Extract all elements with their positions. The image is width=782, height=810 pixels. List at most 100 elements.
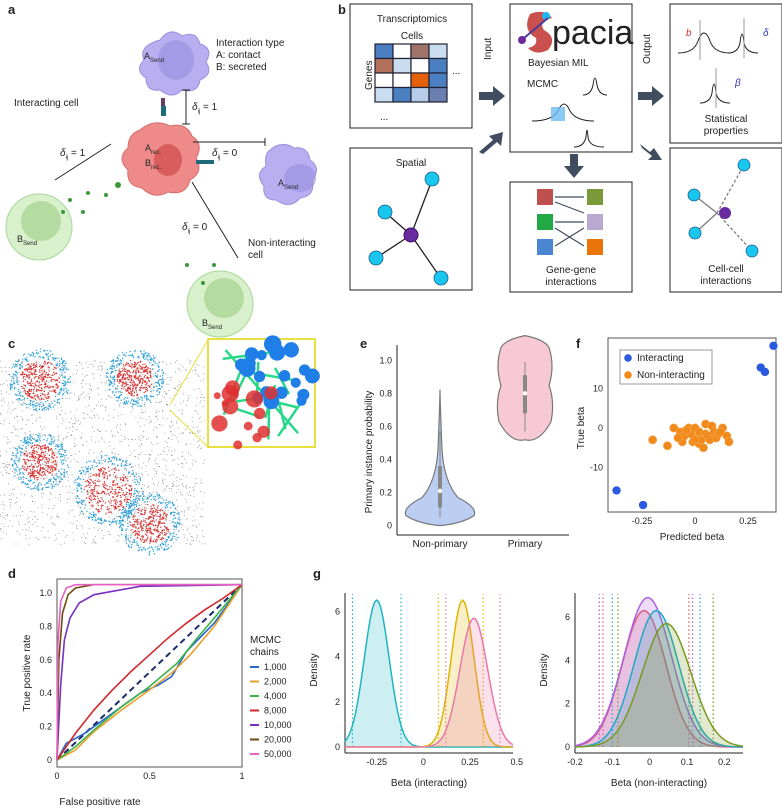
background-cell xyxy=(164,488,166,490)
ring-cell xyxy=(58,451,60,453)
background-cell xyxy=(192,490,194,492)
background-cell xyxy=(0,514,1,516)
background-cell xyxy=(95,543,97,545)
core-cell xyxy=(55,463,58,465)
core-cell xyxy=(132,388,134,391)
scatter-point-non-interacting xyxy=(724,437,734,447)
background-cell xyxy=(70,417,72,419)
ring-cell xyxy=(17,390,20,393)
background-cell xyxy=(1,523,3,525)
background-cell xyxy=(198,387,200,389)
background-cell xyxy=(165,460,167,462)
bayesian-mil-label: Bayesian MIL xyxy=(528,58,589,69)
ring-cell xyxy=(121,508,124,511)
ring-cell xyxy=(29,434,32,436)
core-cell xyxy=(112,504,115,507)
ring-cell xyxy=(59,480,61,483)
background-cell xyxy=(113,469,115,471)
background-cell xyxy=(155,402,157,404)
core-cell xyxy=(116,495,118,498)
background-cell xyxy=(188,533,190,535)
core-cell xyxy=(33,447,35,449)
inset-red-cell xyxy=(225,380,240,396)
core-cell xyxy=(26,455,29,457)
inset-blue-cell xyxy=(298,364,311,376)
core-cell xyxy=(159,518,161,521)
background-cell xyxy=(203,366,205,368)
core-cell xyxy=(23,384,25,386)
background-cell xyxy=(38,380,40,382)
background-cell xyxy=(204,419,206,421)
background-cell xyxy=(14,427,16,429)
core-cell xyxy=(149,522,152,525)
ring-cell xyxy=(24,353,26,355)
core-cell xyxy=(163,517,165,520)
background-cell xyxy=(192,426,194,428)
ring-cell xyxy=(166,548,168,551)
core-cell xyxy=(136,537,139,539)
legend-label: Non-interacting xyxy=(637,370,705,381)
core-cell xyxy=(44,446,46,448)
core-cell xyxy=(146,530,148,532)
ring-cell xyxy=(135,497,138,500)
background-cell xyxy=(196,536,198,538)
core-cell xyxy=(126,383,128,385)
core-cell xyxy=(43,390,45,392)
core-cell xyxy=(125,363,127,366)
core-cell xyxy=(144,520,146,522)
background-cell xyxy=(116,540,118,542)
background-cell xyxy=(91,501,93,503)
ring-cell xyxy=(133,538,136,541)
background-cell xyxy=(75,444,77,446)
core-cell xyxy=(24,368,26,370)
inset-red-cell xyxy=(264,386,278,400)
core-cell xyxy=(92,481,94,483)
background-cell xyxy=(76,365,78,367)
background-cell xyxy=(97,429,99,431)
background-cell xyxy=(156,436,158,438)
background-cell xyxy=(131,384,133,386)
ring-cell xyxy=(108,458,111,460)
ring-cell xyxy=(116,360,118,362)
core-cell xyxy=(161,532,163,535)
background-cell xyxy=(197,374,199,376)
core-cell xyxy=(48,361,50,364)
background-cell xyxy=(69,411,71,413)
background-cell xyxy=(87,367,89,369)
background-cell xyxy=(148,415,150,417)
delta-left-label: δij = 1 xyxy=(60,148,86,161)
core-cell xyxy=(125,390,128,392)
ring-cell xyxy=(54,478,56,481)
background-cell xyxy=(56,418,58,420)
core-cell xyxy=(33,456,35,458)
core-cell xyxy=(127,390,129,392)
core-cell xyxy=(145,388,148,391)
background-cell xyxy=(180,403,182,405)
core-cell xyxy=(156,510,159,512)
background-cell xyxy=(50,518,52,520)
background-cell xyxy=(67,498,69,500)
core-cell xyxy=(98,485,100,487)
core-cell xyxy=(159,538,161,541)
core-cell xyxy=(37,476,39,479)
ring-cell xyxy=(89,460,91,463)
background-cell xyxy=(162,483,164,485)
background-cell xyxy=(55,538,57,540)
core-cell xyxy=(33,363,35,365)
ring-cell xyxy=(134,498,136,501)
background-cell xyxy=(164,392,166,394)
ring-cell xyxy=(128,471,130,474)
gene-square-target xyxy=(587,239,603,255)
ring-cell xyxy=(63,458,65,460)
ring-cell xyxy=(112,362,114,364)
ring-cell xyxy=(94,461,96,463)
background-cell xyxy=(142,483,144,485)
core-cell xyxy=(146,503,149,506)
background-cell xyxy=(159,401,161,403)
background-cell xyxy=(108,395,110,397)
ring-cell xyxy=(63,471,65,474)
ring-cell xyxy=(20,478,22,480)
ring-cell xyxy=(124,461,127,463)
ring-cell xyxy=(121,357,124,359)
core-cell xyxy=(160,522,163,525)
